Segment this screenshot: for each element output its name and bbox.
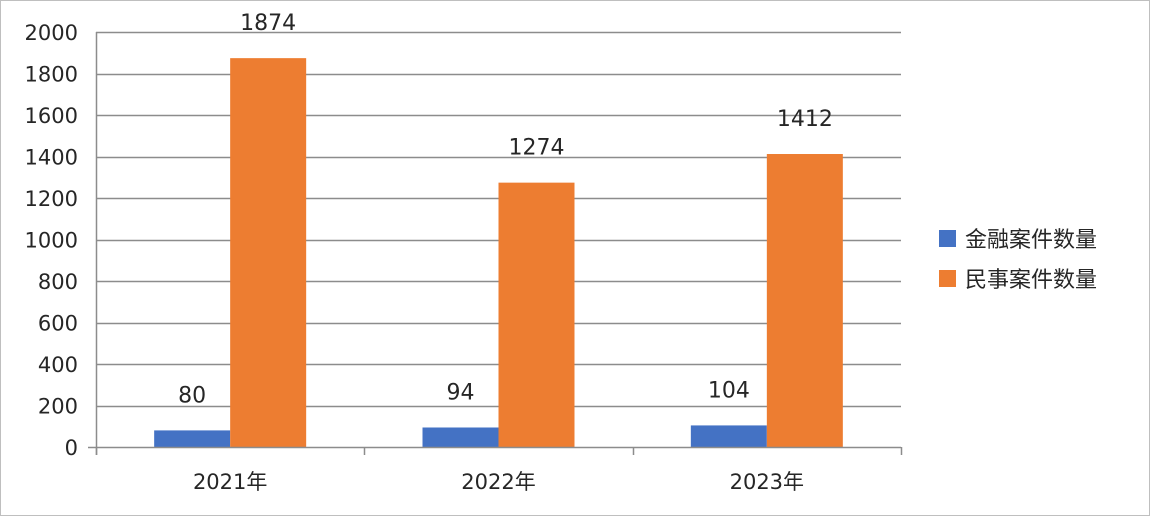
y-tick-label: 2000 (25, 21, 78, 45)
data-label: 80 (178, 383, 206, 408)
y-tick-label: 0 (65, 436, 78, 460)
data-label: 104 (708, 378, 750, 403)
y-tick-label: 200 (38, 395, 78, 419)
bar-1-2 (422, 427, 499, 447)
bar-1-3 (690, 425, 767, 447)
legend-label: 金融案件数量 (965, 228, 1097, 253)
axes (88, 32, 903, 455)
data-label: 1274 (509, 136, 565, 161)
y-tick-label: 1600 (25, 104, 78, 128)
x-tick-label: 2022年 (461, 470, 535, 494)
y-tick-label: 800 (38, 270, 78, 294)
y-tick-label: 400 (38, 353, 78, 377)
bar-1-1 (154, 430, 231, 447)
bar-2-3 (766, 154, 843, 447)
bar-2-2 (498, 182, 575, 447)
y-tick-label: 600 (38, 312, 78, 336)
legend-swatch (939, 270, 956, 287)
y-tick-label: 1000 (25, 229, 78, 253)
data-label: 1874 (240, 11, 296, 36)
bars (154, 58, 843, 448)
data-label: 94 (447, 380, 475, 405)
legend-label: 民事案件数量 (965, 268, 1097, 293)
data-label: 1412 (777, 107, 833, 132)
x-tick-label: 2021年 (193, 470, 267, 494)
y-tick-label: 1200 (25, 187, 78, 211)
labels: 0 200 400 600 800 1000 1200 1400 1600 1800 2000 80 1… (25, 11, 833, 494)
y-tick-label: 1800 (25, 63, 78, 87)
x-tick-label: 2023年 (730, 470, 804, 494)
legend-swatch (939, 230, 956, 247)
bar-2-1 (230, 58, 307, 448)
y-tick-label: 1400 (25, 146, 78, 170)
